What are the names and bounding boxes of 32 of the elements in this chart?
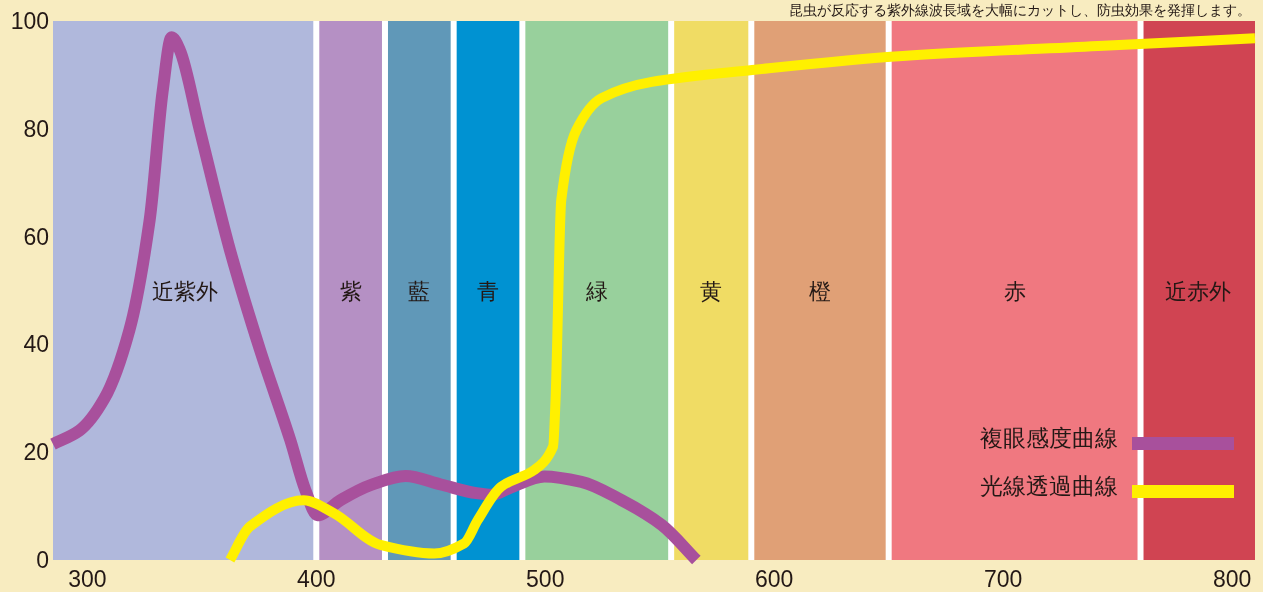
- band: 藍: [388, 21, 451, 560]
- y-tick-label: 60: [23, 223, 49, 250]
- x-tick-label: 500: [526, 566, 565, 592]
- y-tick-label: 100: [10, 8, 49, 34]
- band-label: 近赤外: [1164, 278, 1231, 304]
- band-label: 黄: [700, 278, 723, 304]
- band: 近赤外: [1143, 21, 1255, 560]
- band-label: 橙: [808, 278, 831, 304]
- x-tick-label: 300: [68, 566, 107, 592]
- y-tick-label: 40: [23, 331, 49, 358]
- text: 昆虫が反応する紫外線波長域を大幅にカットし、防虫効果を発揮します。: [789, 2, 1251, 18]
- band: 緑: [525, 21, 669, 560]
- x-tick-label: 800: [1212, 566, 1252, 592]
- x-tick-label: 400: [297, 566, 336, 592]
- band-label: 紫: [339, 278, 362, 304]
- band: 青: [456, 21, 520, 560]
- band: 黄: [674, 21, 749, 560]
- y-tick-label: 80: [23, 115, 49, 142]
- band: 橙: [754, 21, 886, 560]
- band-label: 藍: [408, 278, 431, 304]
- y-tick-label: 20: [23, 439, 49, 466]
- x-tick-label: 700: [983, 566, 1023, 592]
- legend-label: 複眼感度曲線: [980, 425, 1118, 451]
- band-label: 青: [477, 278, 500, 304]
- legend-label: 光線透過曲線: [980, 473, 1118, 499]
- x-tick-label: 600: [755, 566, 794, 592]
- band-label: 緑: [584, 278, 608, 304]
- band: 紫: [319, 21, 382, 560]
- y-tick-label: 0: [36, 547, 49, 573]
- band-label: 近紫外: [151, 278, 218, 304]
- band: 近紫外: [53, 21, 314, 560]
- band-label: 赤: [1003, 278, 1026, 304]
